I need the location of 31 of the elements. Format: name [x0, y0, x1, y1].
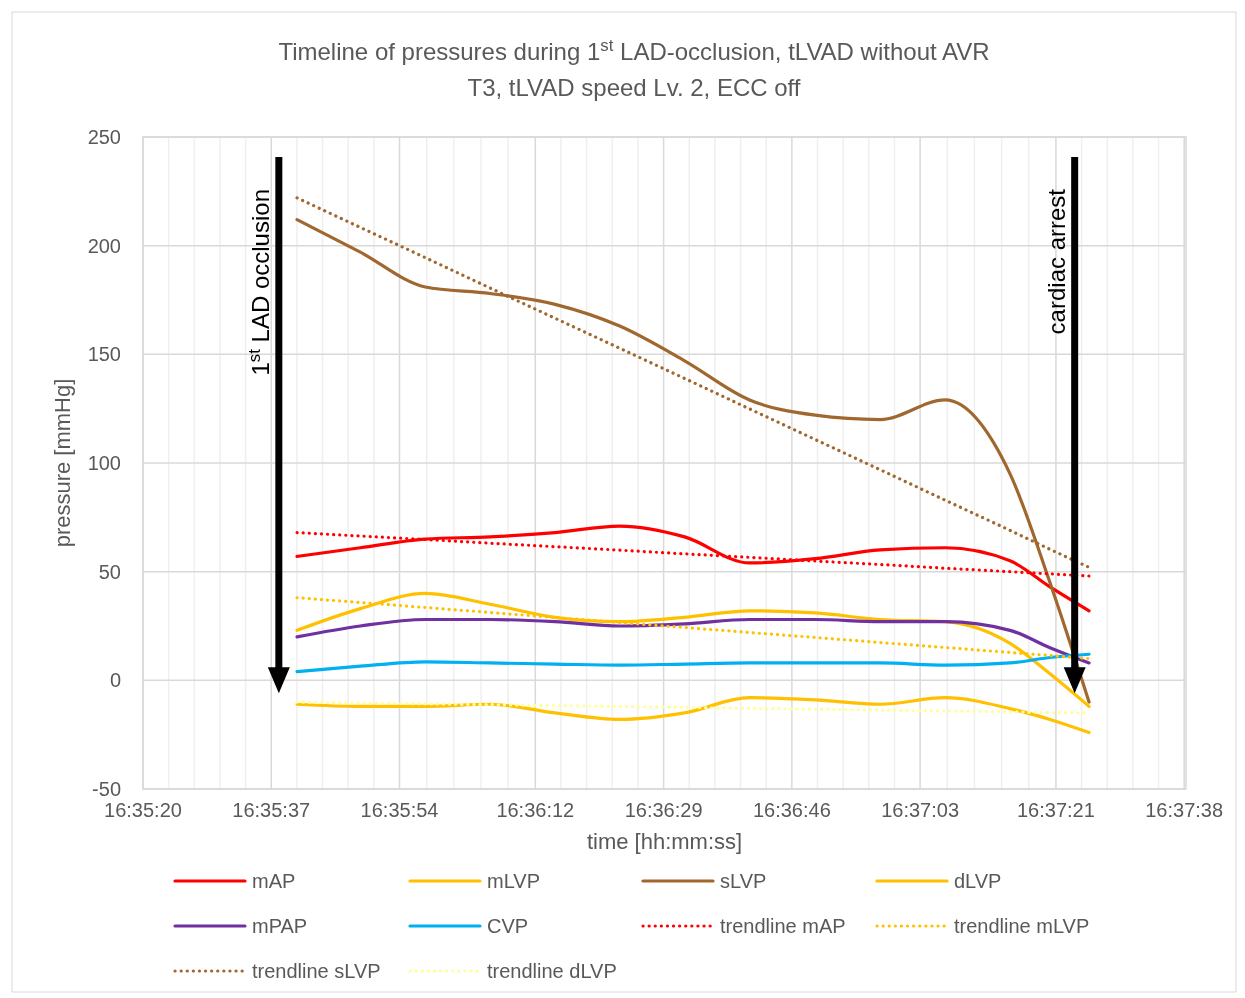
x-tick-label: 16:37:38 [1145, 799, 1224, 821]
legend-label: trendline mAP [720, 915, 846, 937]
x-tick-label: 16:36:12 [496, 799, 575, 821]
x-tick-label: 16:36:46 [752, 799, 831, 821]
x-axis-title: time [hh:mm:ss] [586, 829, 743, 854]
x-tick-label: 16:35:54 [360, 799, 439, 821]
legend-label: trendline mLVP [954, 915, 1090, 937]
x-tick-label: 16:35:20 [104, 799, 182, 821]
ref-line-label: cardiac arrest [1042, 188, 1070, 335]
legend-label: mLVP [487, 870, 540, 892]
x-tick-label: 16:37:03 [881, 799, 960, 821]
chart-title: Timeline of pressures during 1$^{st}$ LAD-occlusion, tLVAD without AVR [278, 35, 990, 65]
x-tick-label: 16:37:21 [1016, 799, 1095, 821]
y-tick-label: -50 [92, 778, 121, 800]
legend-label: mPAP [252, 915, 308, 937]
x-tick-label: 16:35:37 [232, 799, 311, 821]
y-tick-label: 150 [87, 343, 121, 366]
legend-label: mAP [252, 870, 296, 892]
y-tick-label: 0 [109, 669, 121, 692]
chart-subtitle: T3, tLVAD speed Lv. 2, ECC off [467, 74, 801, 101]
y-axis-title: pressure [mmHg] [50, 378, 75, 548]
x-tick-label: 16:36:29 [624, 799, 703, 821]
y-tick-label: 50 [98, 560, 121, 583]
y-tick-label: 200 [87, 234, 121, 257]
legend-label: sLVP [720, 870, 767, 892]
y-tick-label: 100 [87, 452, 121, 474]
legend-label: trendline dLVP [487, 960, 617, 982]
legend-label: CVP [487, 915, 529, 937]
legend-label: trendline sLVP [252, 960, 381, 982]
legend-label: dLVP [954, 870, 1002, 892]
y-tick-label: 250 [87, 126, 121, 148]
